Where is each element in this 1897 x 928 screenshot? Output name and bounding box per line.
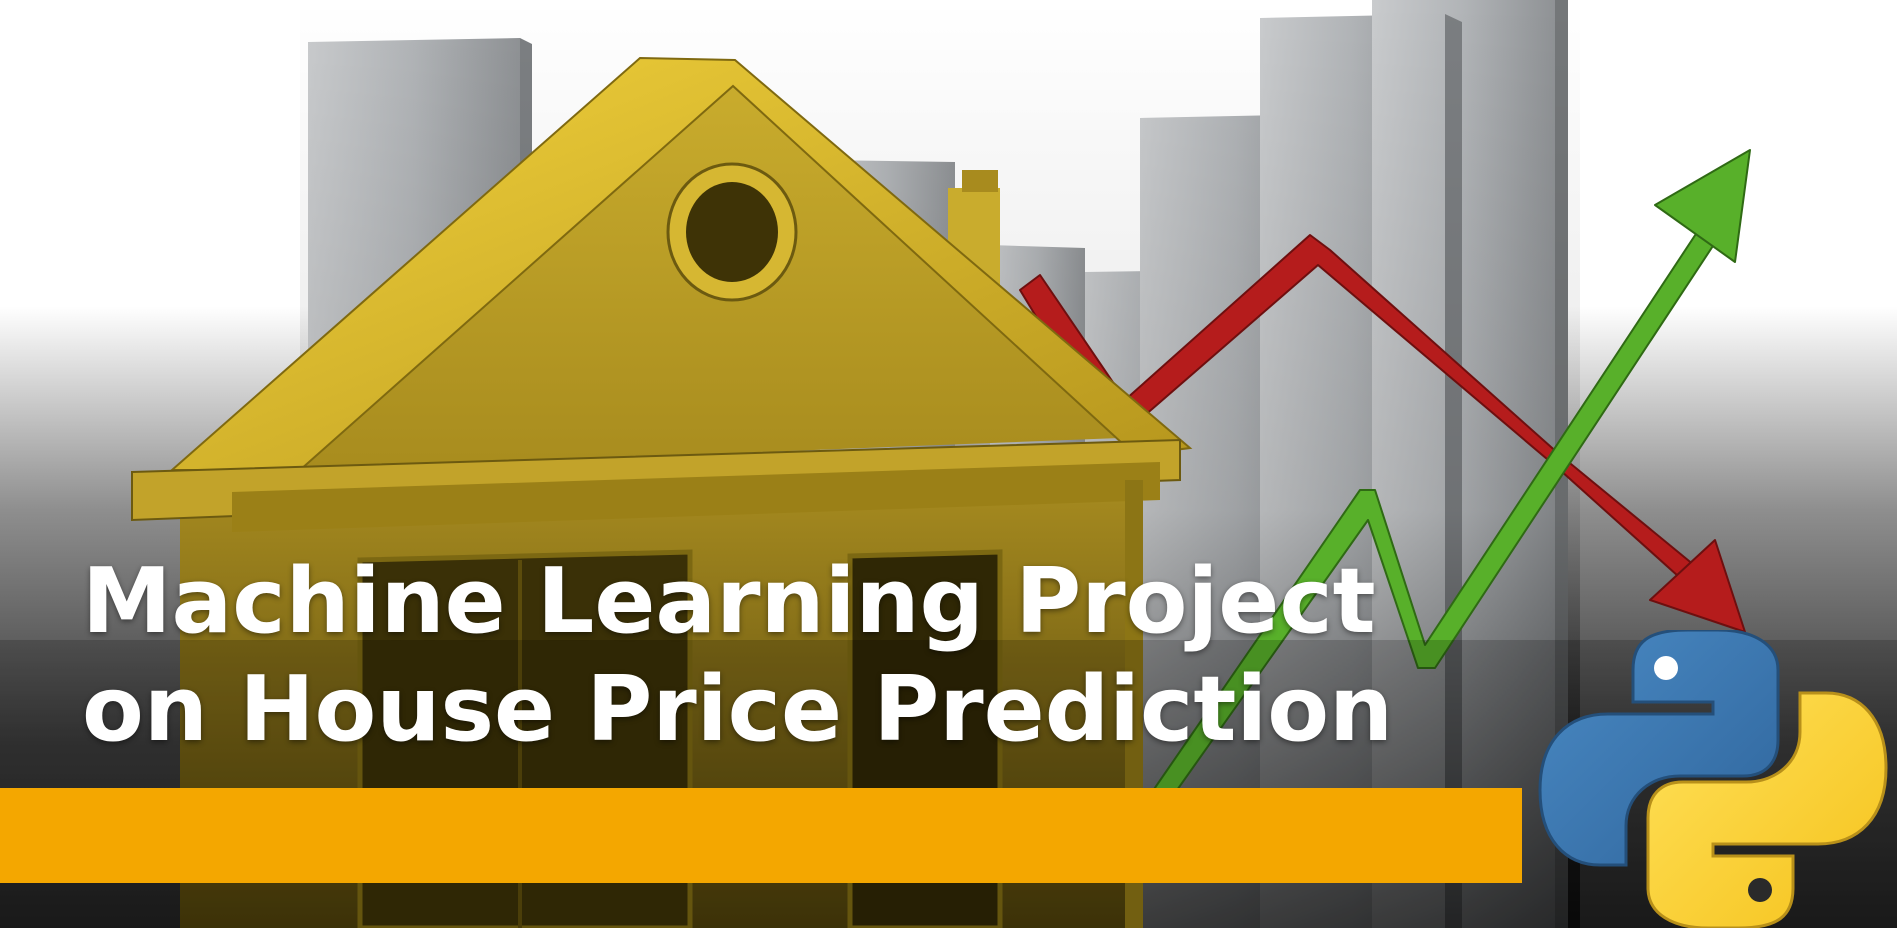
orange-banner <box>0 788 1522 883</box>
title-line-2: on House Price Prediction <box>82 657 1394 762</box>
title-line-1: Machine Learning Project <box>82 549 1376 654</box>
python-logo-icon <box>1538 630 1888 928</box>
page-title: Machine Learning Project on House Price … <box>82 548 1393 764</box>
green-up-arrow <box>1149 149 1751 801</box>
